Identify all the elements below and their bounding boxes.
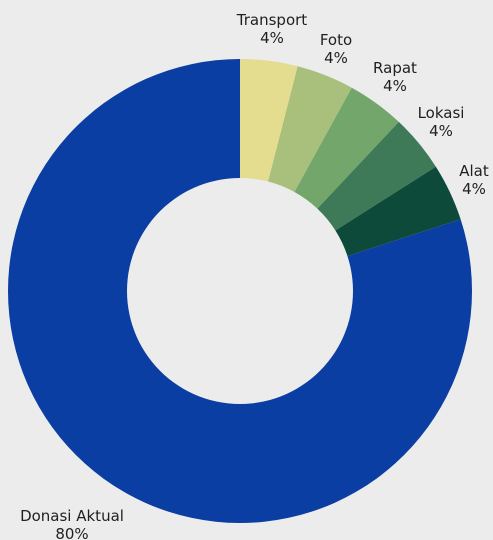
slice-value-lokasi: 4% [429, 122, 453, 140]
slice-label-alat: Alat [459, 162, 489, 180]
slice-value-rapat: 4% [383, 77, 407, 95]
slice-label-rapat: Rapat [373, 59, 417, 77]
slice-value-donasi-aktual: 80% [55, 525, 88, 540]
slice-label-lokasi: Lokasi [418, 104, 465, 122]
slice-label-donasi-aktual: Donasi Aktual [20, 507, 124, 525]
slice-label-foto: Foto [320, 31, 352, 49]
slice-value-transport: 4% [260, 29, 284, 47]
slice-label-transport: Transport [236, 11, 308, 29]
slice-value-foto: 4% [324, 49, 348, 67]
slice-value-alat: 4% [462, 180, 486, 198]
donut-slices [8, 59, 472, 523]
